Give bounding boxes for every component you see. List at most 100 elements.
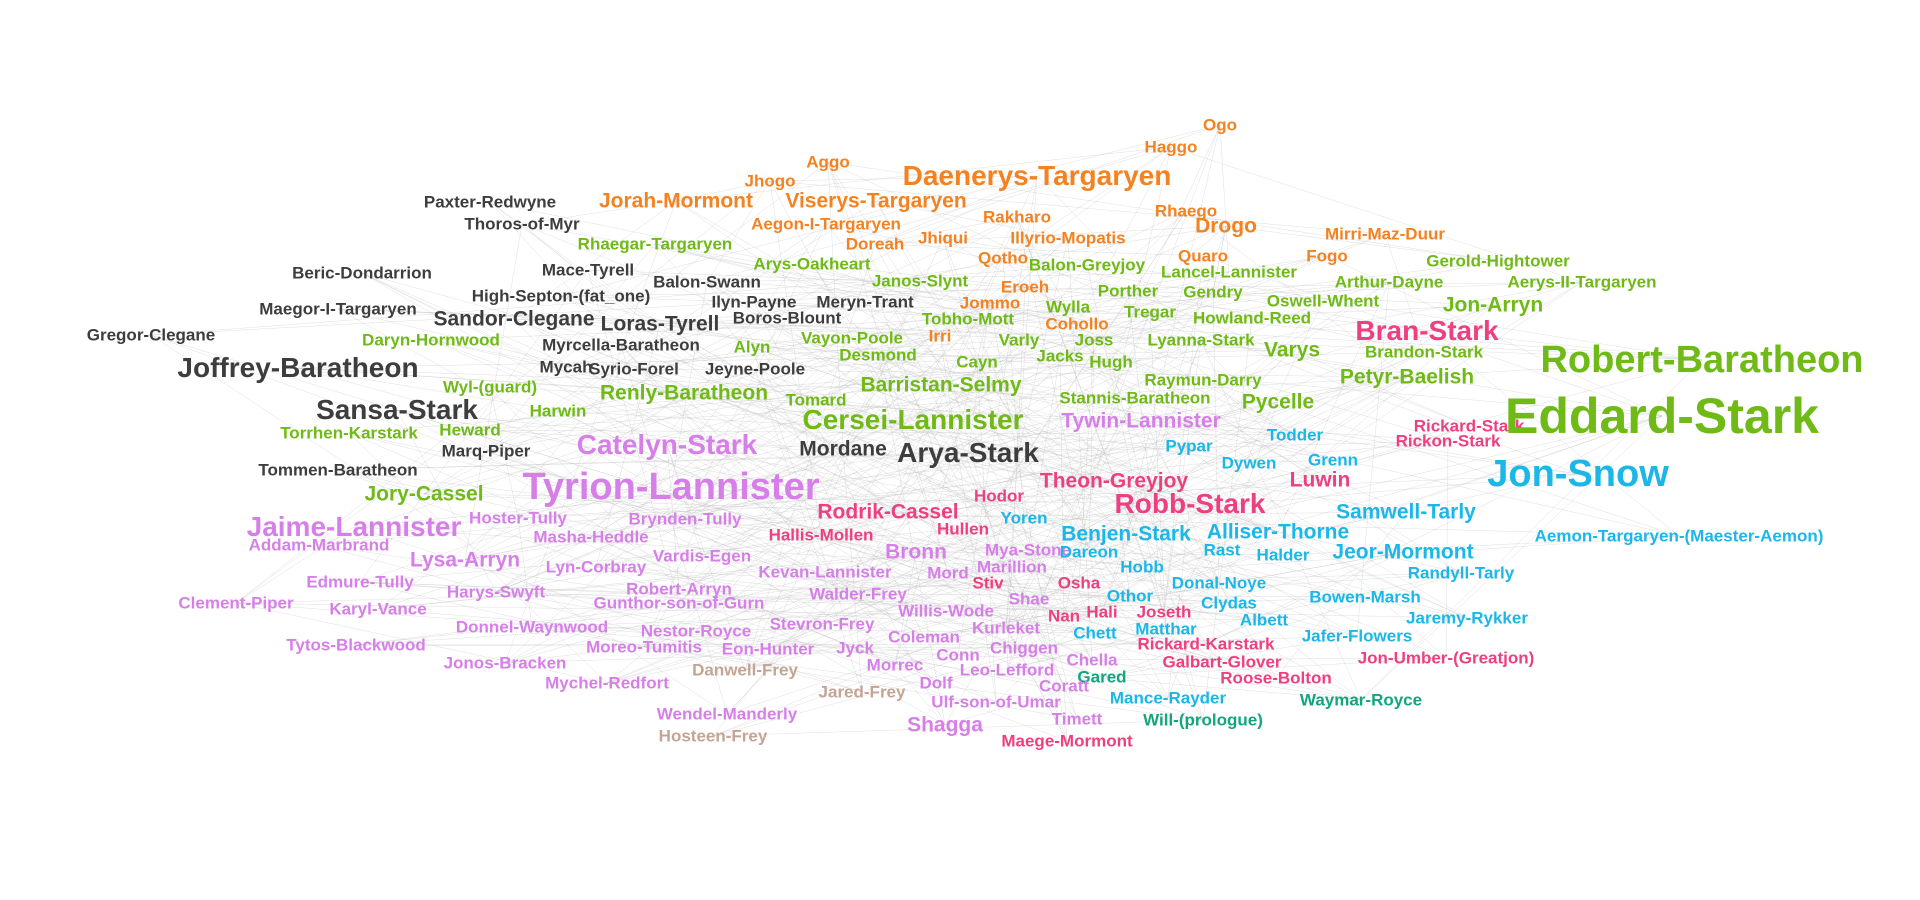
- edge: [557, 410, 822, 536]
- node-label: Balon-Greyjoy: [1028, 255, 1146, 275]
- edge: [361, 272, 947, 612]
- node-label: Dareon: [1059, 542, 1119, 562]
- node-label: Sansa-Stark: [316, 394, 478, 425]
- edge: [1023, 271, 1230, 519]
- edge: [811, 263, 914, 421]
- node-label: Mance-Rayder: [1109, 688, 1227, 708]
- edge: [595, 495, 1000, 568]
- edge: [235, 602, 1265, 621]
- edge: [489, 306, 1069, 388]
- edge: [1006, 397, 1136, 671]
- edge: [1113, 480, 1207, 645]
- edge: [712, 719, 1204, 737]
- node-label: Cersei-Lannister: [802, 404, 1024, 435]
- node-label: Varly: [998, 330, 1040, 350]
- edge: [590, 536, 896, 666]
- node-label: Clydas: [1201, 593, 1257, 613]
- edge: [485, 450, 686, 520]
- edge: [517, 480, 1115, 519]
- node-label: Brynden-Tully: [628, 509, 742, 529]
- edge: [620, 344, 937, 684]
- node-label: Willis-Wode: [898, 601, 994, 621]
- edge: [521, 223, 1025, 649]
- edge: [695, 533, 1127, 632]
- edge: [1113, 480, 1131, 597]
- edge: [659, 317, 788, 325]
- node-label: Harys-Swyft: [446, 582, 546, 602]
- node-label: Jon-Umber-(Greatjon): [1357, 648, 1535, 668]
- edge: [587, 269, 1703, 361]
- node-label: Walder-Frey: [809, 584, 907, 604]
- edge: [1006, 281, 1583, 671]
- edge: [587, 269, 1494, 306]
- edge: [521, 200, 677, 225]
- node-label: Meryn-Trant: [816, 292, 914, 312]
- edge: [786, 317, 1468, 619]
- edge: [769, 180, 822, 536]
- edge: [976, 351, 1425, 363]
- edge: [1006, 628, 1167, 671]
- edge: [684, 290, 1129, 520]
- edge: [1113, 480, 1191, 505]
- edge: [1248, 376, 1408, 464]
- edge: [1445, 440, 1449, 659]
- node-label: Rickard-Karstark: [1137, 634, 1275, 654]
- node-label: Myrcella-Baratheon: [542, 335, 700, 355]
- edge: [767, 376, 1408, 650]
- edge: [1101, 549, 1223, 678]
- edge: [919, 280, 1462, 574]
- edge: [521, 223, 1078, 325]
- edge: [753, 301, 1029, 551]
- edge: [811, 263, 1093, 661]
- edge: [683, 368, 756, 394]
- edge: [967, 452, 1284, 556]
- edge: [967, 318, 1468, 619]
- node-label: Daenerys-Targaryen: [902, 160, 1172, 191]
- node-label: Mycah: [539, 357, 593, 377]
- edge: [1011, 425, 1470, 568]
- edge: [606, 306, 1069, 684]
- node-label: High-Septon-(fat_one): [471, 286, 651, 306]
- edge: [967, 452, 1093, 661]
- edge: [620, 344, 728, 715]
- edge: [751, 346, 946, 726]
- edge: [659, 323, 1065, 617]
- edge: [912, 419, 1191, 505]
- edge: [919, 280, 978, 363]
- edge: [1360, 415, 1663, 701]
- edge: [706, 281, 1220, 584]
- edge: [1016, 216, 1204, 721]
- edge: [1093, 317, 1253, 341]
- node-label: Bowen-Marsh: [1309, 587, 1421, 607]
- node-label: Moreo-Tumitis: [586, 637, 702, 657]
- edge: [654, 243, 1204, 381]
- edge: [1167, 401, 1279, 699]
- edge: [666, 281, 1583, 446]
- edge: [842, 448, 863, 693]
- edge: [874, 243, 1093, 661]
- edge: [595, 317, 788, 568]
- edge: [825, 223, 1131, 597]
- node-label: Othor: [1106, 586, 1154, 606]
- edge: [1006, 286, 1026, 671]
- edge: [706, 281, 914, 421]
- edge: [560, 295, 1447, 659]
- edge: [1027, 549, 1358, 637]
- edge: [620, 344, 946, 726]
- node-label: Lyn-Corbray: [545, 557, 647, 577]
- edge: [235, 602, 856, 649]
- edge: [1024, 286, 1279, 533]
- edge: [318, 440, 1449, 546]
- edge: [469, 359, 1703, 431]
- edge: [531, 445, 1190, 628]
- edge: [531, 626, 1096, 634]
- edge: [359, 269, 589, 583]
- edge: [786, 317, 1169, 699]
- edge: [504, 337, 853, 664]
- node-label: Kurleket: [971, 618, 1041, 638]
- edge: [590, 223, 827, 538]
- edge: [1016, 216, 1103, 613]
- edge: [1141, 566, 1277, 679]
- edge: [1163, 611, 1468, 619]
- edge: [854, 281, 1390, 649]
